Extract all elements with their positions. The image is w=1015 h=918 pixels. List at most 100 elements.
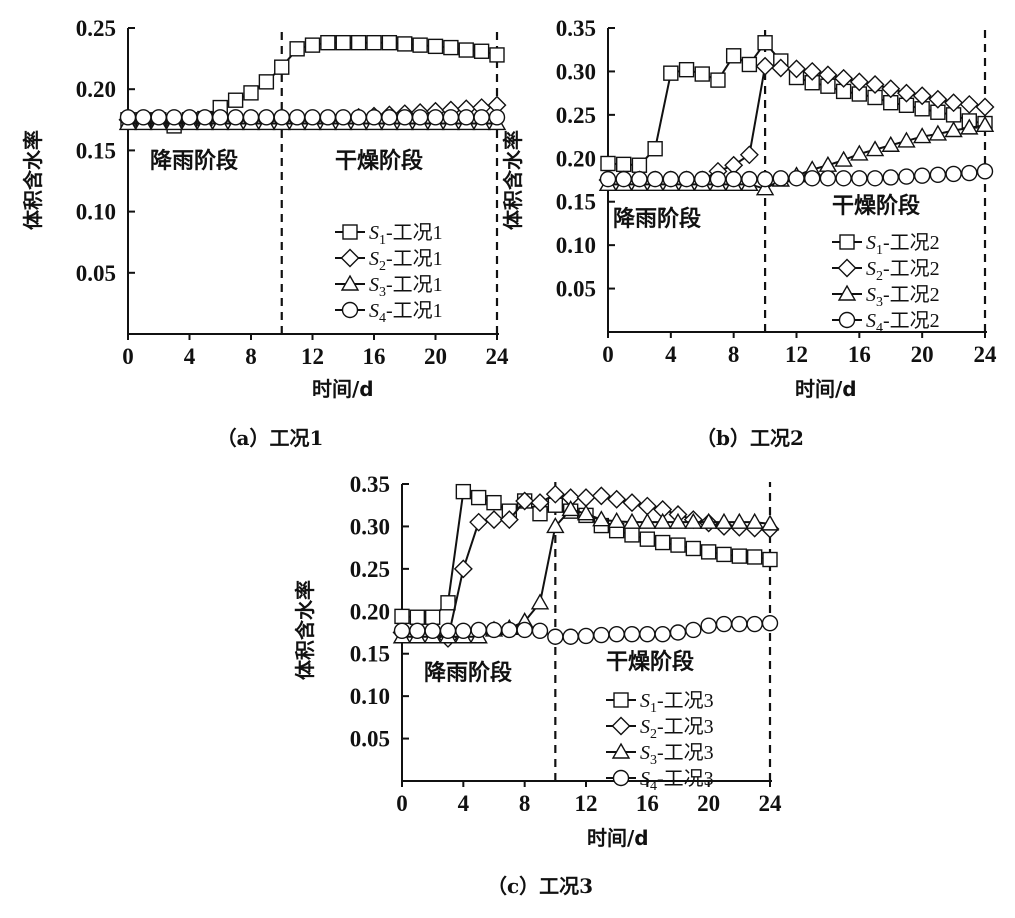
legend-subscript: 2 [876,269,883,284]
x-tick-label: 20 [697,791,720,816]
data-point [631,170,648,188]
data-point [455,483,472,500]
data-point [600,155,616,172]
data-point [760,514,780,531]
data-point [366,34,382,51]
legend-symbol: S [369,300,379,322]
data-point [470,621,487,639]
y-tick-label: 0.05 [556,277,596,302]
data-point [319,109,337,126]
data-point [381,109,398,126]
x-tick-label: 0 [396,791,408,816]
data-point [593,626,610,644]
data-point [243,85,259,101]
data-point [599,170,617,188]
data-point [486,494,502,511]
legend-case: -工况2 [883,284,940,306]
legend-symbol: S [866,284,876,306]
data-point [802,61,822,81]
x-tick-label: 8 [728,342,740,367]
x-axis-label: 时间/d [587,826,649,850]
data-point [961,164,978,182]
x-tick-label: 16 [636,791,659,816]
data-point [772,170,789,187]
data-point [678,170,695,188]
rainfall-phase-label: 降雨阶段 [613,206,701,232]
data-point [576,504,596,521]
data-point [850,144,869,161]
data-point [458,42,474,58]
data-point [700,617,717,634]
data-point [453,559,473,579]
legend-symbol: S [866,232,876,254]
legend-subscript: 3 [650,753,657,768]
legend-label: S1-工况1 [369,222,443,248]
data-point [412,37,428,53]
data-point [458,109,475,126]
data-point [350,34,367,51]
data-point [882,169,899,186]
data-point [756,170,774,188]
data-point [631,157,648,173]
legend-subscript: 4 [650,779,657,794]
data-point [212,109,229,126]
data-point [393,622,411,640]
data-point [489,47,505,63]
data-point [424,622,441,640]
data-point [516,621,533,639]
data-point [818,65,838,85]
data-point [397,36,413,52]
data-point [320,34,336,51]
legend-case: -工况2 [883,310,940,332]
data-point [443,39,459,56]
data-point [700,544,717,560]
data-point [562,628,579,645]
legend-symbol: S [640,716,650,738]
data-point [928,124,948,141]
x-axis-label: 时间/d [795,377,857,401]
data-point [545,484,565,504]
legend-label: S1-工况2 [866,232,940,258]
data-point [442,109,460,126]
x-tick-label: 24 [974,342,998,367]
data-point [896,83,916,103]
x-tick-label: 8 [519,791,531,816]
data-point [976,163,994,180]
y-tick-label: 0.15 [556,190,596,215]
data-point [515,491,535,511]
data-point [427,109,444,126]
legend-subscript: 1 [650,701,657,716]
data-point [898,168,915,185]
legend-subscript: 3 [876,295,883,310]
data-point [427,38,444,55]
series-circle [393,614,779,645]
data-point [273,109,290,126]
data-point [866,170,884,187]
data-point [945,165,962,183]
data-point [725,48,742,64]
data-point [755,56,775,76]
data-point [484,510,504,530]
data-point [469,512,489,532]
data-point [488,109,506,126]
legend-case: -工况1 [386,222,443,244]
chart-panel-b: 0 4 8 12 16 20 240.050.100.150.200.250.300.35时… [501,16,997,450]
y-tick-label: 0.10 [76,200,116,225]
data-point [881,79,901,99]
data-point [944,121,963,138]
data-point [165,109,183,126]
data-point [865,74,885,94]
data-point [615,170,632,188]
data-point [591,486,611,506]
legend-symbol: S [640,690,650,712]
legend-symbol: S [866,258,876,280]
data-point [622,512,642,529]
x-tick-label: 12 [301,344,324,369]
data-point [699,512,718,529]
data-point [771,58,791,78]
data-point [851,170,868,187]
x-tick-label: 12 [575,791,598,816]
y-tick-label: 0.30 [556,59,596,84]
data-point [499,510,519,530]
